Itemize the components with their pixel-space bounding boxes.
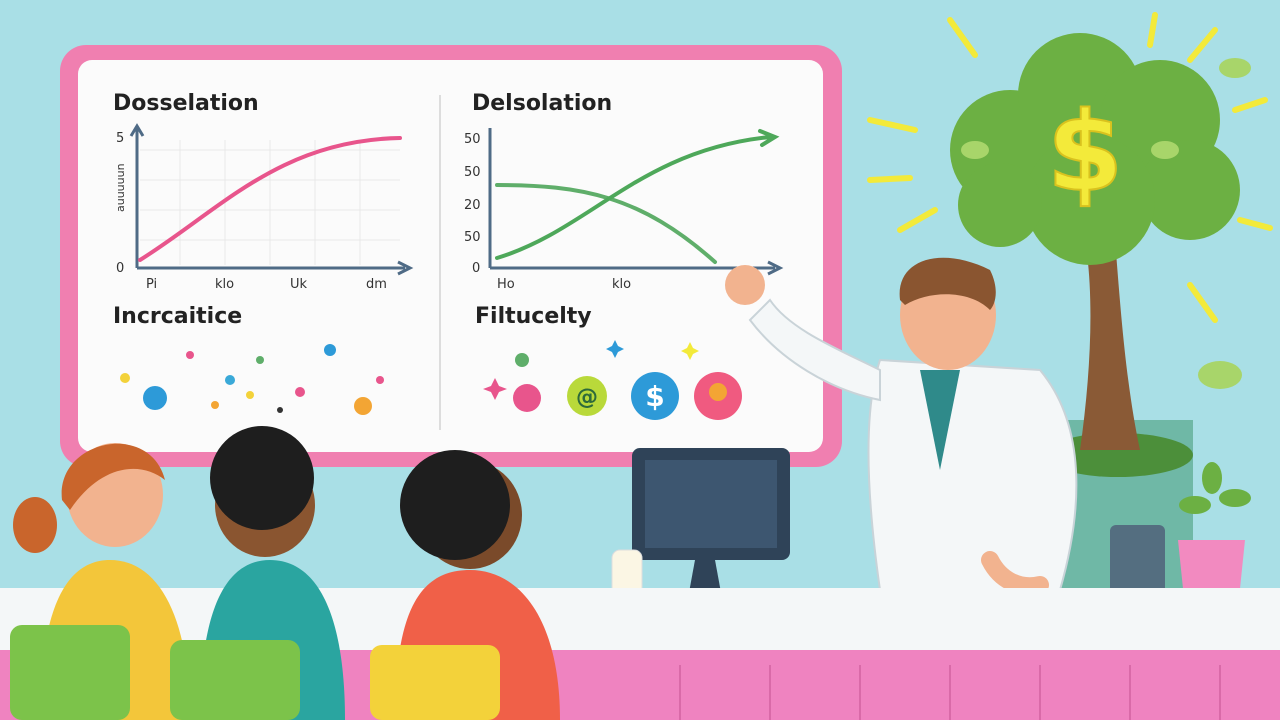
panel-title: Delsolation <box>472 91 612 116</box>
y-tick-label: 50 <box>464 132 481 147</box>
plant <box>1179 462 1251 514</box>
hair <box>899 257 996 310</box>
foliage <box>950 33 1240 265</box>
arm <box>748 298 881 402</box>
coat <box>867 358 1078 591</box>
curve <box>495 129 780 260</box>
tablet <box>1110 525 1165 595</box>
y-tick-label: 0 <box>116 261 124 276</box>
tree-symbol: $ <box>1047 88 1124 216</box>
y-tick-label: 50 <box>464 230 481 245</box>
leaves <box>961 58 1251 389</box>
chairs <box>10 625 500 720</box>
screen <box>645 460 777 548</box>
y-tick-label: 20 <box>464 198 481 213</box>
icon-label: @ <box>576 385 598 410</box>
icons <box>483 340 742 420</box>
y-tick-label: 5 <box>116 131 124 146</box>
caption: Incrcaitice <box>113 304 242 329</box>
icon-label: $ <box>645 380 664 413</box>
rays <box>867 12 1273 323</box>
x-label: Uk <box>290 277 308 292</box>
x-label: Ho <box>497 277 515 292</box>
board <box>78 60 823 452</box>
x-label: dm <box>366 277 387 292</box>
axes <box>488 128 784 276</box>
x-label: klo <box>215 277 234 292</box>
y-tick-label: 50 <box>464 165 481 180</box>
tie <box>920 370 960 470</box>
panels <box>679 665 1221 720</box>
axes <box>129 123 414 276</box>
confetti <box>120 344 384 415</box>
panel-title: Dosselation <box>113 91 259 116</box>
curve <box>138 136 402 262</box>
y-axis-label: auuuuun <box>114 163 127 212</box>
hand <box>725 265 765 305</box>
y-tick-label: 0 <box>472 261 480 276</box>
hand <box>981 551 1049 596</box>
x-label: Pi <box>146 277 157 292</box>
caption: Filtucelty <box>475 304 592 329</box>
trunk <box>1080 240 1140 450</box>
x-label: klo <box>612 277 631 292</box>
bush <box>1043 433 1193 477</box>
